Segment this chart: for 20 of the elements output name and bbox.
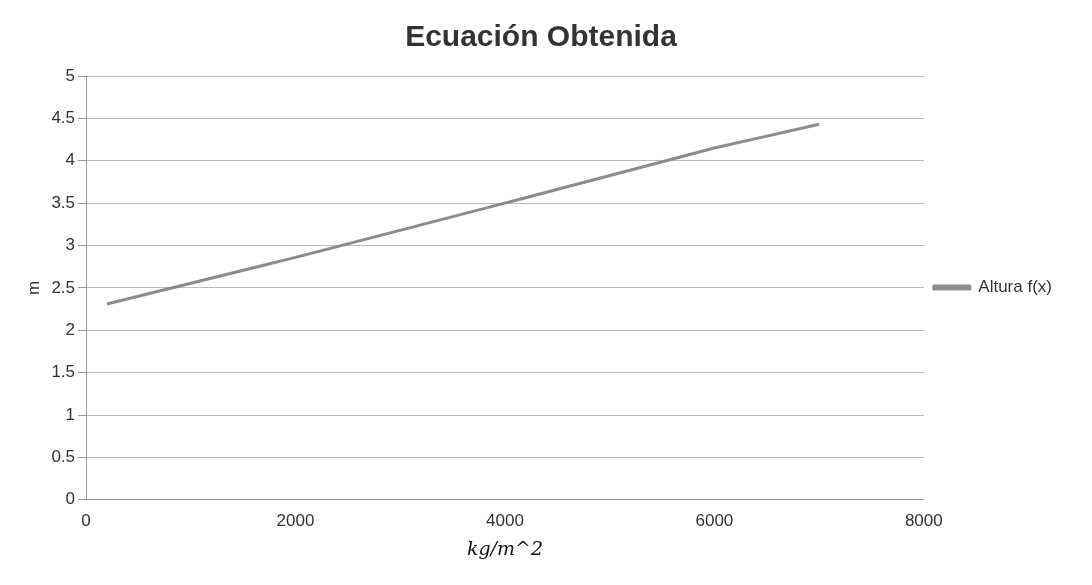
- x-tick-label: 2000: [276, 510, 315, 530]
- x-tick-label: 6000: [695, 510, 734, 530]
- y-tick-label: 2: [65, 319, 76, 339]
- y-tick-label: 0: [65, 489, 76, 509]
- x-tick-label: 4000: [486, 510, 524, 530]
- y-tick-label: 3: [65, 235, 76, 255]
- y-tick-label: 4.5: [51, 108, 76, 128]
- y-tick-label: 5: [65, 65, 76, 85]
- y-tick-label: 2.5: [51, 277, 76, 297]
- y-tick-label: 1.5: [51, 362, 76, 382]
- y-tick-label: 3.5: [51, 192, 76, 212]
- y-tick-label: 0.5: [51, 447, 76, 467]
- y-tick-label: 4: [65, 150, 76, 170]
- y-tick-label: 1: [65, 404, 76, 424]
- legend-label: Altura f(x): [978, 277, 1053, 297]
- x-tick-label: 0: [81, 510, 91, 530]
- chart-title: Ecuación Obtenida: [405, 19, 678, 53]
- x-tick-label: 8000: [904, 510, 943, 530]
- x-axis-title: kg/m^2: [466, 536, 543, 559]
- y-axis-title: m: [23, 280, 43, 295]
